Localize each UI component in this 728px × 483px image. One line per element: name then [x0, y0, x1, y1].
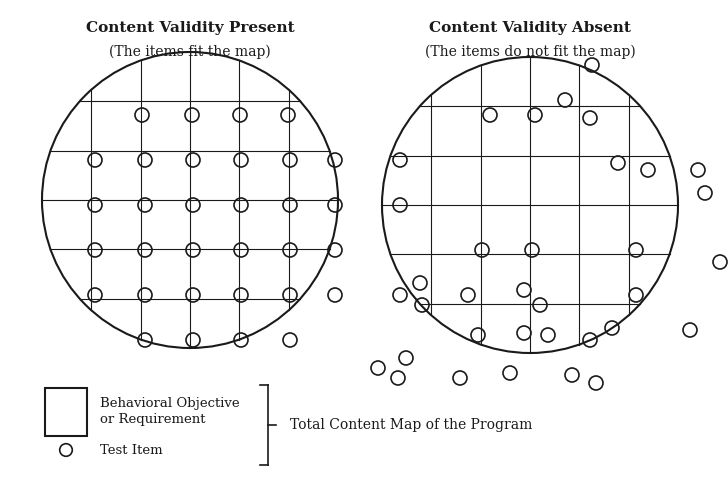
Text: Total Content Map of the Program: Total Content Map of the Program [290, 418, 532, 432]
Text: Content Validity Present: Content Validity Present [86, 21, 294, 35]
Text: Behavioral Objective: Behavioral Objective [100, 397, 240, 410]
Text: (The items fit the map): (The items fit the map) [109, 45, 271, 59]
Text: Test Item: Test Item [100, 443, 162, 456]
Text: (The items do not fit the map): (The items do not fit the map) [424, 45, 636, 59]
Bar [45, 388, 87, 436]
Text: Content Validity Absent: Content Validity Absent [429, 21, 631, 35]
Text: or Requirement: or Requirement [100, 413, 205, 426]
